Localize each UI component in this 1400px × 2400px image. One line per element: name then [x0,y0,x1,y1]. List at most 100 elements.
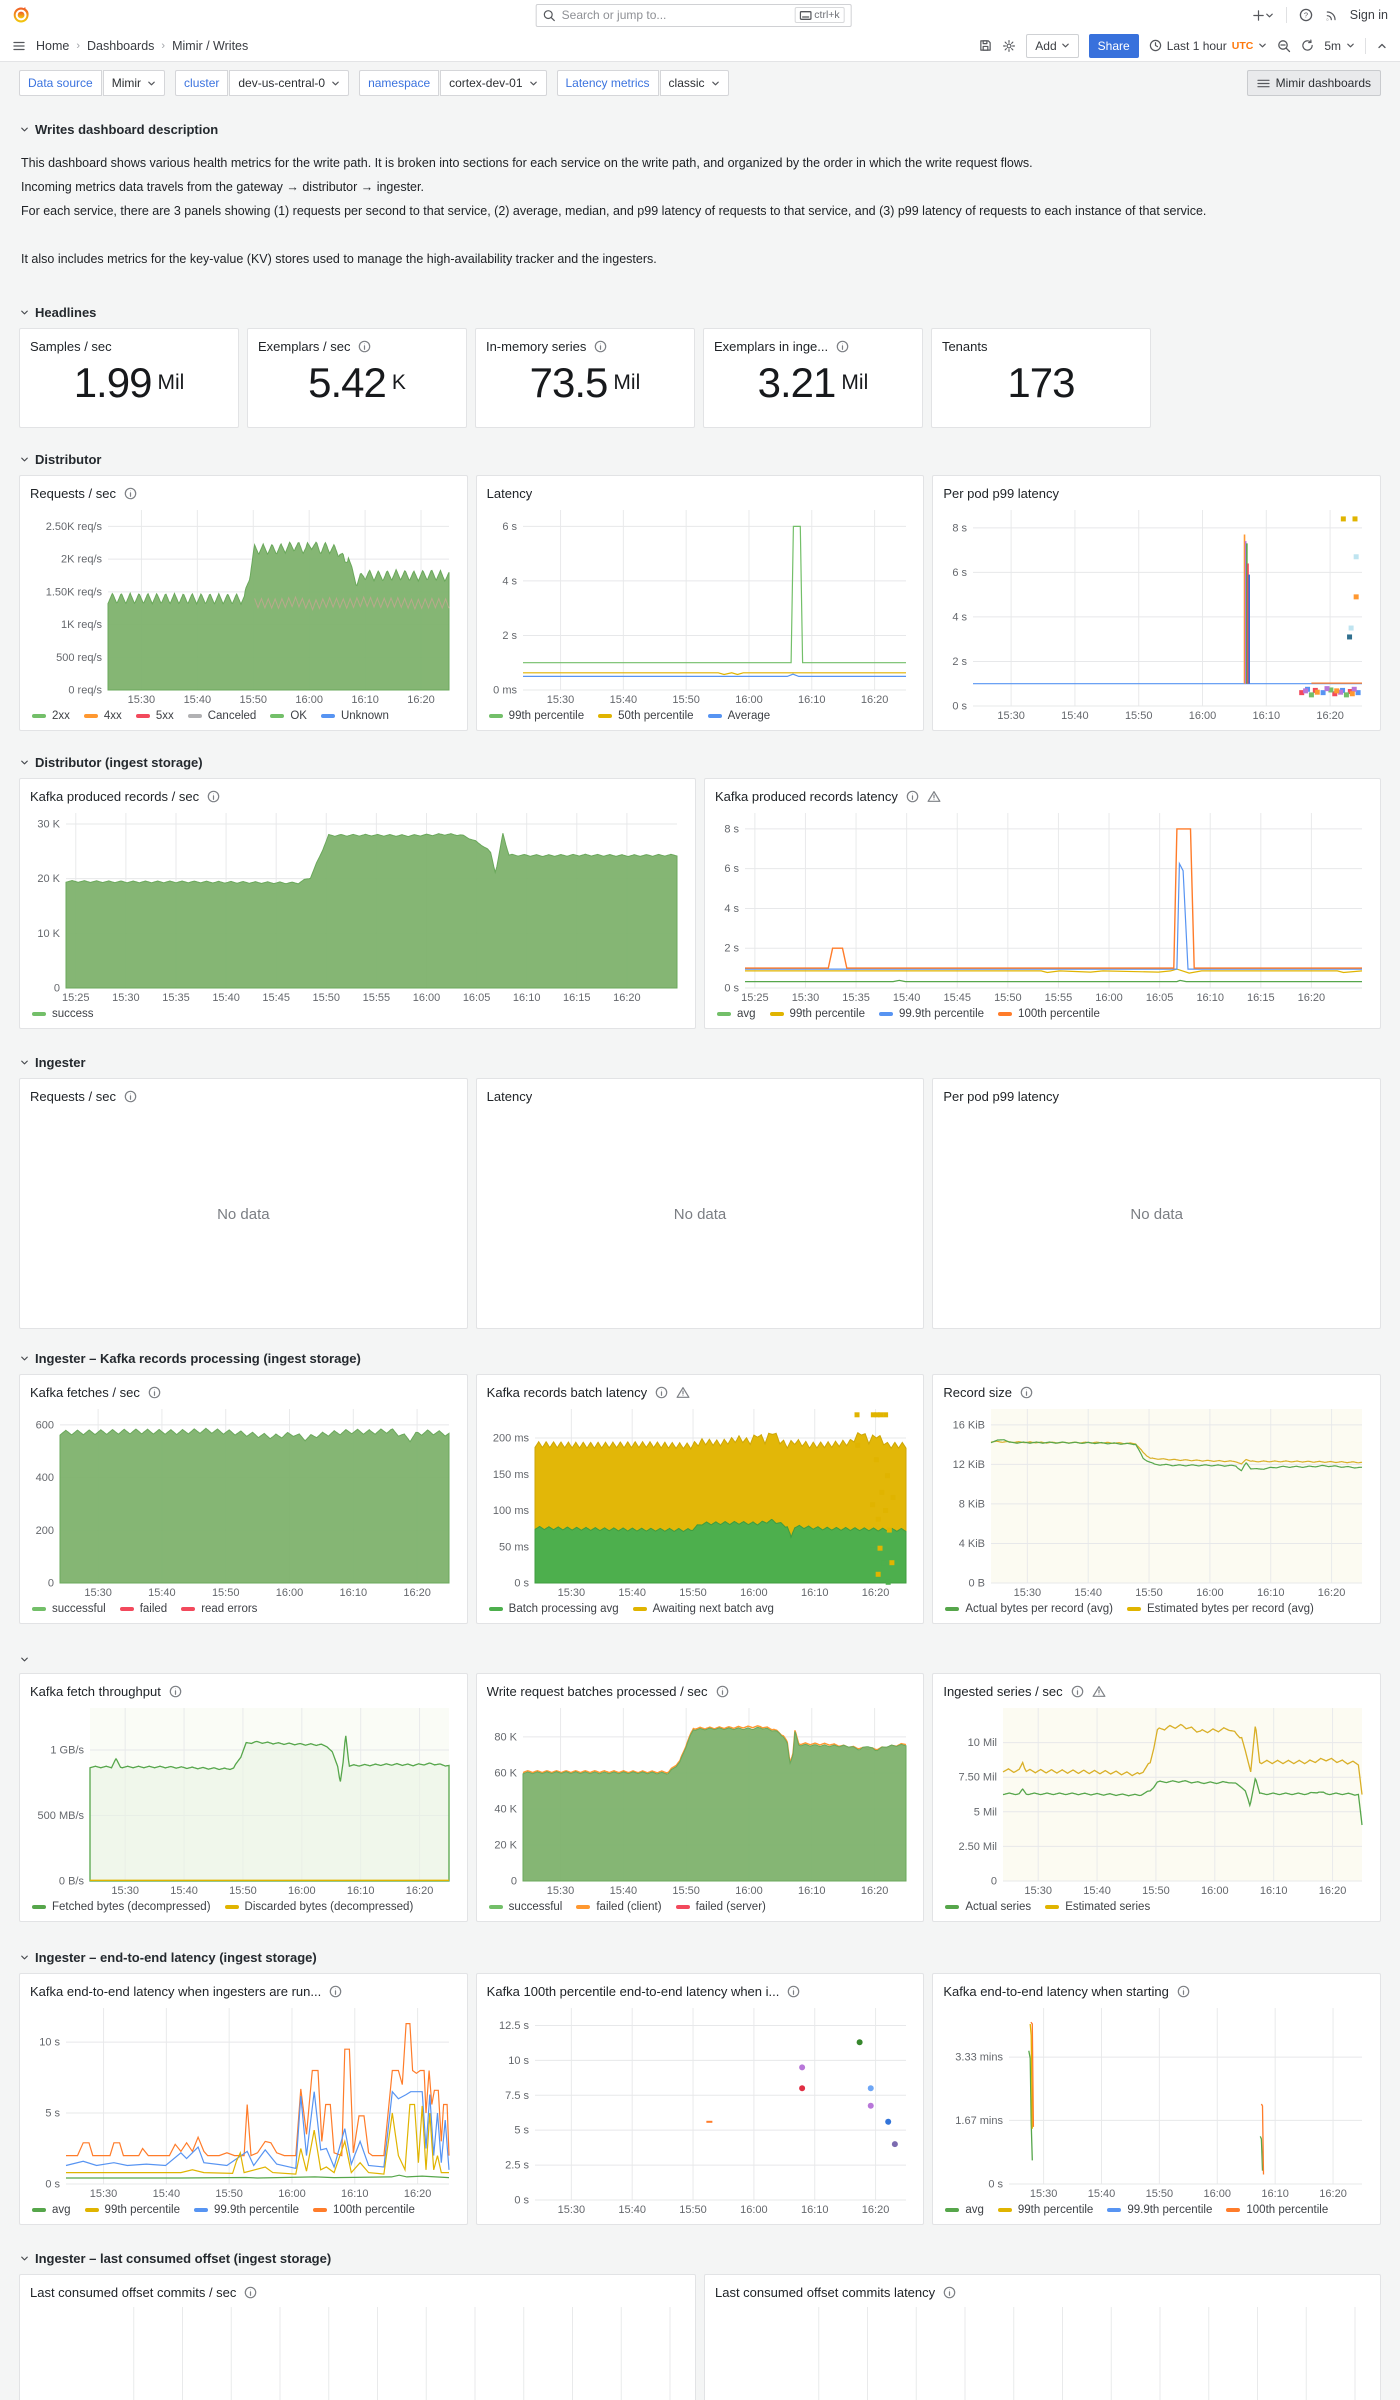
info-icon[interactable] [358,340,371,353]
legend-item[interactable]: successful [32,1603,106,1615]
legend-item[interactable]: Canceled [187,710,256,722]
mimir-dashboards-button[interactable]: Mimir dashboards [1246,70,1381,96]
panel-title[interactable]: Kafka end-to-end latency when ingesters … [30,1983,322,1999]
variable-value-dropdown[interactable]: dev-us-central-0 [229,70,350,96]
legend-item[interactable]: failed (client) [576,1901,662,1913]
legend-item[interactable]: 100th percentile [313,2204,415,2216]
chart-viz[interactable]: 0 s 2 s 4 s 6 s 8 s 15:30 15:40 15:50 16:00 16:10… [943,504,1370,724]
time-range-picker[interactable]: Last 1 hour UTC [1149,39,1268,53]
legend-item[interactable]: success [32,1008,94,1020]
panel-title[interactable]: Last consumed offset commits latency [715,2284,936,2300]
legend-item[interactable]: Actual series [945,1901,1031,1913]
panel-title[interactable]: Kafka fetch throughput [30,1683,161,1699]
chart-viz[interactable]: 0 B 4 KiB 8 KiB 12 KiB 16 KiB 15:30 15:40 15:50… [943,1403,1370,1601]
legend-item[interactable]: Unknown [320,710,389,722]
gear-icon[interactable] [1002,39,1016,53]
legend-item[interactable]: 99th percentile [997,2204,1093,2216]
legend-item[interactable]: Fetched bytes (decompressed) [32,1901,211,1913]
info-icon[interactable] [1071,1685,1084,1698]
legend-item[interactable]: 99th percentile [488,710,584,722]
panel-title[interactable]: Record size [943,1384,1012,1400]
legend-item[interactable]: Batch processing avg [488,1603,619,1615]
panel-title[interactable]: Per pod p99 latency [943,485,1059,501]
variable-value-dropdown[interactable]: Mimir [102,70,166,96]
variable-value-dropdown[interactable]: classic [659,70,729,96]
legend-item[interactable]: 100th percentile [998,1008,1100,1020]
legend-item[interactable]: Average [707,710,770,722]
panel-title[interactable]: Ingested series / sec [943,1683,1063,1699]
warning-icon[interactable] [1092,1685,1106,1698]
chart-viz[interactable]: 0 200 400 600 15:30 15:40 15:50 16:00 16:10 16:20 [30,1403,457,1601]
collapse-toolbar-icon[interactable] [1376,40,1388,52]
chart-viz[interactable]: 0 ms 2 s 4 s 6 s 15:30 15:40 15:50 16:00 16:10 16… [487,504,914,708]
panel-title[interactable]: Exemplars / sec [257,338,351,354]
legend-item[interactable]: read errors [181,1603,257,1615]
info-icon[interactable] [244,2286,257,2299]
legend-item[interactable]: 99th percentile [769,1008,865,1020]
panel-title[interactable]: In-memory series [485,338,587,354]
help-icon[interactable]: ? [1299,8,1313,22]
legend-item[interactable]: 99.9th percentile [194,2204,299,2216]
grafana-logo[interactable] [12,6,30,24]
info-icon[interactable] [1177,1985,1190,1998]
warning-icon[interactable] [676,1386,690,1399]
info-icon[interactable] [655,1386,668,1399]
panel-title[interactable]: Samples / sec [30,338,112,354]
section-header-headlines[interactable]: Headlines [19,305,1381,320]
add-menu-button[interactable] [1252,9,1274,22]
section-header-ingester-end-to-end-latency-ingest-stora[interactable]: Ingester – end-to-end latency (ingest st… [19,1950,1381,1965]
chart-viz[interactable]: 0 s 50 ms 100 ms 150 ms 200 ms 15:30 15:40 15:5… [487,1403,914,1601]
info-icon[interactable] [329,1985,342,1998]
section-header-ingester-kafka-records-processing-ingest[interactable]: Ingester – Kafka records processing (ing… [19,1351,1381,1366]
legend-item[interactable]: 5xx [135,710,174,722]
legend-item[interactable]: Estimated bytes per record (avg) [1127,1603,1314,1615]
share-button[interactable]: Share [1088,33,1139,58]
add-button[interactable]: Add [1026,33,1079,58]
panel-title[interactable]: Requests / sec [30,485,116,501]
panel-title[interactable]: Kafka fetches / sec [30,1384,140,1400]
legend-item[interactable]: failed [119,1603,167,1615]
legend-item[interactable]: Actual bytes per record (avg) [945,1603,1113,1615]
zoom-out-icon[interactable] [1277,39,1291,53]
legend-item[interactable]: Awaiting next batch avg [632,1603,774,1615]
legend-item[interactable]: successful [488,1901,562,1913]
info-icon[interactable] [594,340,607,353]
panel-title[interactable]: Exemplars in inge... [713,338,829,354]
sign-in-button[interactable]: Sign in [1349,8,1388,22]
chart-viz[interactable]: 0 10 K 20 K 30 K 15:25 15:30 15:35 15:40 15:45 15… [30,807,685,1006]
legend-item[interactable]: OK [270,710,307,722]
chart-viz[interactable]: 0 s 2 s 4 s 6 s 8 s 15:25 15:30 15:35 15:40 15:45… [715,807,1370,1006]
panel-title[interactable]: Last consumed offset commits / sec [30,2284,237,2300]
section-header-distributor[interactable]: Distributor [19,452,1381,467]
legend-item[interactable]: 4xx [83,710,122,722]
section-header-ingester[interactable]: Ingester [19,1055,1381,1070]
refresh-icon[interactable] [1301,39,1314,52]
chart-viz[interactable]: 0 2.50 Mil 5 Mil 7.50 Mil 10 Mil 15:30 15:40 15… [943,1702,1370,1899]
hamburger-menu-icon[interactable] [12,39,26,53]
chart-viz[interactable]: 0 s 1.67 mins 3.33 mins 15:30 15:40 15:50 16:0… [943,2002,1370,2202]
section-header-untitled[interactable] [19,1654,1381,1665]
panel-title[interactable]: Requests / sec [30,1088,116,1104]
panel-title[interactable]: Kafka 100th percentile end-to-end latenc… [486,1983,780,1999]
info-icon[interactable] [716,1685,729,1698]
legend-item[interactable]: avg [717,1008,756,1020]
info-icon[interactable] [207,790,220,803]
variable-value-dropdown[interactable]: cortex-dev-01 [440,70,547,96]
legend-item[interactable]: avg [945,2204,984,2216]
info-icon[interactable] [787,1985,800,1998]
legend-item[interactable]: 99.9th percentile [1107,2204,1212,2216]
chart-viz[interactable]: 0 20 K 40 K 60 K 80 K 15:30 15:40 15:50 16:00 16:… [487,1702,914,1899]
breadcrumb-home[interactable]: Home [36,38,70,53]
panel-title[interactable]: Kafka produced records latency [715,788,898,804]
chart-viz-stub[interactable] [30,2303,685,2400]
panel-title[interactable]: Write request batches processed / sec [486,1683,708,1699]
info-icon[interactable] [169,1685,182,1698]
legend-item[interactable]: Discarded bytes (decompressed) [224,1901,413,1913]
info-icon[interactable] [124,1090,137,1103]
chart-viz[interactable]: 0 B/s 500 MB/s 1 GB/s 15:30 15:40 15:50 16:00 1… [30,1702,457,1899]
breadcrumb-dashboards[interactable]: Dashboards [87,38,155,53]
legend-item[interactable]: Estimated series [1045,1901,1150,1913]
panel-title[interactable]: Latency [486,485,533,501]
panel-title[interactable]: Latency [486,1088,533,1104]
legend-item[interactable]: failed (server) [675,1901,766,1913]
